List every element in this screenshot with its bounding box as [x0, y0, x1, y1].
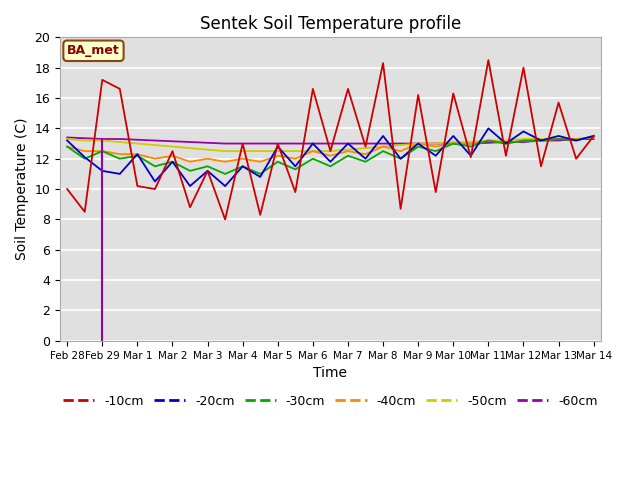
X-axis label: Time: Time	[314, 366, 348, 380]
Text: BA_met: BA_met	[67, 44, 120, 57]
Y-axis label: Soil Temperature (C): Soil Temperature (C)	[15, 118, 29, 260]
Title: Sentek Soil Temperature profile: Sentek Soil Temperature profile	[200, 15, 461, 33]
Legend: -10cm, -20cm, -30cm, -40cm, -50cm, -60cm: -10cm, -20cm, -30cm, -40cm, -50cm, -60cm	[58, 390, 603, 412]
